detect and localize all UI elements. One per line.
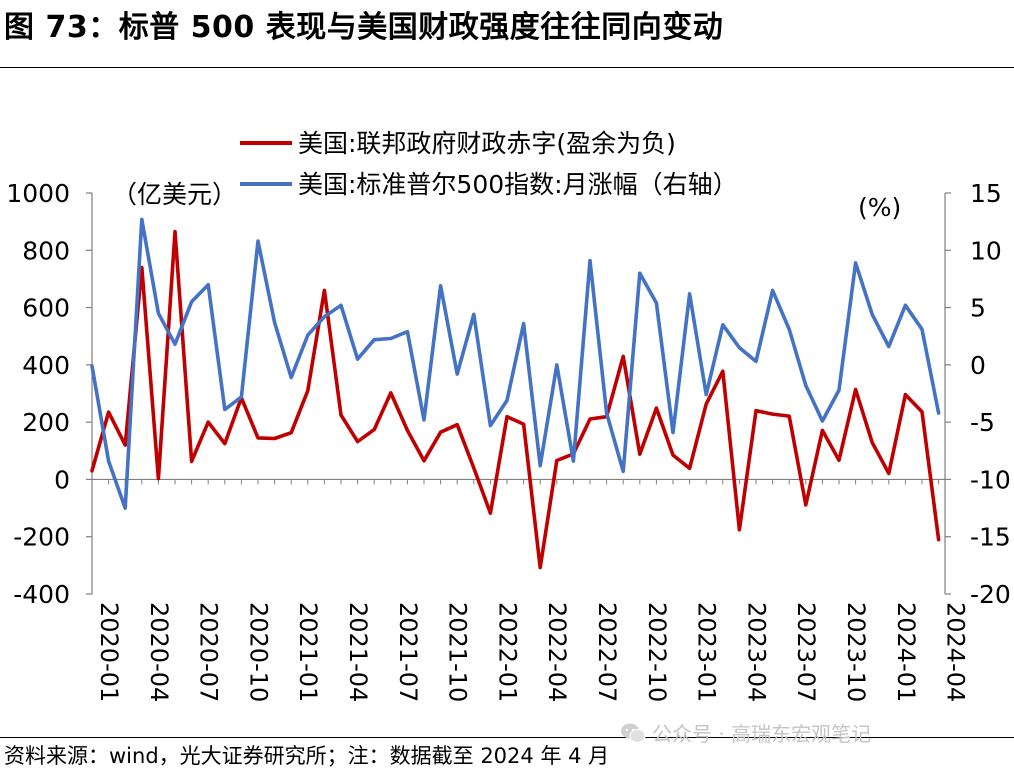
x-tick-label: 2022-07 (593, 602, 621, 702)
x-tick-label: 2023-07 (792, 602, 820, 702)
left-tick-label: 200 (22, 408, 70, 437)
x-tick-label: 2021-10 (444, 602, 472, 702)
right-tick-label: -5 (970, 408, 995, 437)
x-tick-label: 2022-01 (493, 602, 521, 702)
legend-label-deficit: 美国:联邦政府财政赤字(盈余为负) (298, 129, 676, 158)
spx-return-line (90, 217, 941, 510)
x-tick-label: 2023-01 (693, 602, 721, 702)
right-tick-label: 0 (970, 351, 986, 380)
left-axis-unit: （亿美元） (112, 180, 237, 209)
deficit-line (90, 229, 941, 570)
x-tick-label: 2023-10 (842, 602, 870, 702)
right-axis-unit: (%) (858, 193, 901, 222)
x-tick-label: 2024-04 (942, 602, 970, 702)
x-tick-label: 2020-07 (195, 602, 223, 702)
wechat-icon (621, 723, 646, 743)
left-tick-label: 600 (22, 294, 70, 323)
x-tick-label: 2020-04 (145, 602, 173, 702)
title-rule (0, 67, 1014, 68)
x-tick-label: 2022-10 (643, 602, 671, 702)
x-tick-label: 2021-04 (344, 602, 372, 702)
left-tick-label: -200 (13, 523, 70, 552)
right-tick-label: -15 (970, 523, 1011, 552)
x-tick-label: 2021-01 (294, 602, 322, 702)
right-tick-label: 5 (970, 294, 986, 323)
source-note: 资料来源：wind，光大证券研究所；注：数据截至 2024 年 4 月 (4, 744, 610, 768)
x-tick-label: 2021-07 (394, 602, 422, 702)
right-tick-label: 10 (970, 236, 1002, 265)
x-tick-label: 2020-01 (95, 602, 123, 702)
watermark-text: 公众号 · 高瑞东宏观笔记 (652, 722, 872, 746)
x-tick-label: 2024-01 (892, 602, 920, 702)
left-tick-label: -400 (13, 580, 70, 609)
watermark: 公众号 · 高瑞东宏观笔记 (620, 718, 871, 747)
right-tick-label: -10 (970, 465, 1011, 494)
left-tick-label: 800 (22, 236, 70, 265)
x-tick-label: 2022-04 (543, 602, 571, 702)
left-tick-label: 0 (54, 465, 70, 494)
figure-title: 图 73：标普 500 表现与美国财政强度往往同向变动 (4, 10, 724, 45)
left-tick-label: 400 (22, 351, 70, 380)
legend-label-spx: 美国:标准普尔500指数:月涨幅（右轴） (298, 170, 738, 199)
right-tick-label: 15 (970, 179, 1002, 208)
x-tick-label: 2020-10 (244, 602, 272, 702)
right-tick-label: -20 (970, 580, 1011, 609)
x-tick-label: 2023-04 (742, 602, 770, 702)
source-rule (0, 737, 1014, 738)
left-tick-label: 1000 (6, 179, 70, 208)
